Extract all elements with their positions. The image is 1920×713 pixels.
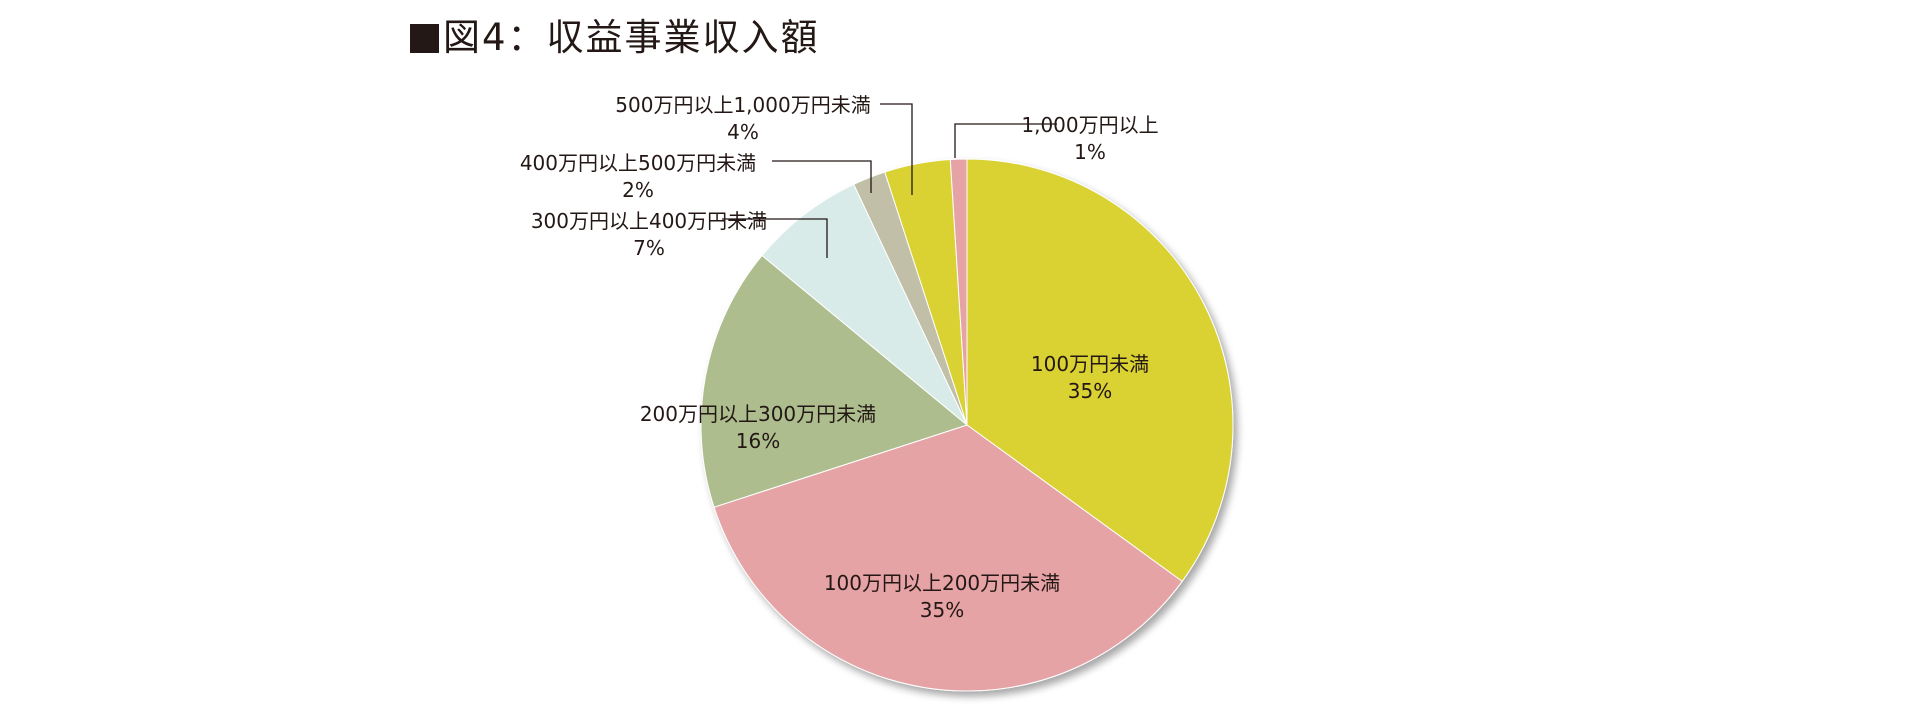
slice-label: 400万円以上500万円未満: [520, 151, 756, 175]
leader-line: [772, 160, 872, 193]
slice-value-label: 2%: [622, 178, 654, 202]
slice-value-label: 4%: [727, 120, 759, 144]
pie-group: [700, 158, 1234, 692]
pie-slice: [966, 158, 1234, 583]
slice-label: 500万円以上1,000万円未満: [615, 93, 870, 117]
slice-value-label: 16%: [736, 429, 780, 453]
leader-line: [722, 218, 828, 258]
pie-slice: [949, 158, 968, 426]
title-square-icon: [410, 24, 439, 53]
pie-slice: [713, 424, 1183, 692]
slice-value-label: 7%: [633, 236, 665, 260]
slice-label: 100万円未満: [1031, 352, 1149, 376]
leader-line: [880, 103, 913, 195]
slice-label: 300万円以上400万円未満: [531, 209, 767, 233]
slice-label: 200万円以上300万円未満: [640, 402, 876, 426]
pie-slice: [700, 254, 969, 508]
chart-title-text: 図4：収益事業収入額: [443, 16, 820, 59]
slice-value-label: 35%: [1068, 379, 1112, 403]
slice-value-label: 1%: [1074, 140, 1106, 164]
pie-slice: [761, 183, 968, 426]
leader-line: [954, 123, 1057, 158]
slice-label: 100万円以上200万円未満: [824, 571, 1060, 595]
slice-label: 1,000万円以上: [1021, 113, 1158, 137]
slice-value-label: 35%: [920, 598, 964, 622]
chart-title: 図4：収益事業収入額: [410, 14, 820, 62]
